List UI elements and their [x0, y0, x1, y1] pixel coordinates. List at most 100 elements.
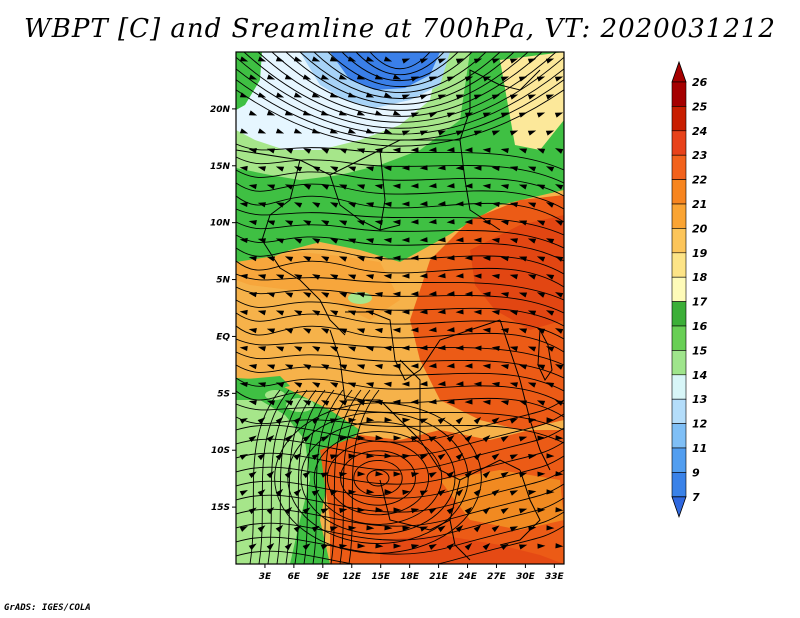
flow-arrow: [401, 381, 410, 387]
flow-arrow: [500, 112, 510, 118]
flow-arrow: [527, 238, 537, 244]
flow-arrow: [491, 94, 501, 100]
flow-arrow: [419, 273, 428, 279]
flow-arrow: [428, 76, 438, 82]
flow-arrow: [437, 237, 446, 243]
flow-arrow: [437, 525, 446, 533]
flow-arrow: [239, 92, 249, 98]
flow-arrow: [293, 128, 303, 134]
flow-arrow: [311, 274, 321, 280]
flow-arrow: [320, 328, 330, 334]
flow-arrow: [383, 56, 393, 62]
flow-arrow: [428, 147, 437, 153]
flow-arrow: [500, 184, 509, 190]
flow-arrow: [375, 435, 384, 441]
flow-arrow: [455, 201, 464, 207]
flow-arrow: [527, 310, 537, 316]
flow-arrow: [293, 238, 303, 244]
streamline: [243, 52, 557, 123]
streamline: [236, 312, 564, 340]
flow-arrow: [338, 110, 348, 116]
flow-arrow: [419, 418, 429, 424]
flow-arrow: [392, 74, 402, 80]
colorbar-bottom-arrow: [671, 496, 687, 519]
flow-arrow: [347, 274, 357, 280]
flow-arrow: [419, 237, 428, 243]
flow-arrow: [311, 382, 321, 388]
flow-arrow: [437, 273, 446, 279]
flow-arrow: [491, 453, 500, 461]
flow-arrow: [257, 56, 267, 62]
lat-tick-label: 20N: [210, 105, 231, 115]
flow-arrow: [275, 238, 285, 244]
flow-arrow: [536, 184, 546, 190]
flow-arrow: [509, 94, 519, 100]
flow-arrow: [339, 543, 348, 550]
flow-arrow: [311, 128, 321, 134]
flow-arrow: [509, 58, 519, 64]
flow-arrow: [500, 543, 509, 551]
flow-arrow: [365, 202, 374, 208]
flow-arrow: [329, 56, 339, 62]
flow-arrow: [536, 364, 546, 370]
lat-tick-label: 5S: [217, 389, 230, 399]
flow-arrow: [437, 309, 446, 315]
flow-arrow: [266, 328, 276, 334]
flow-arrow: [374, 363, 383, 370]
flow-arrow: [509, 202, 518, 208]
flow-arrow: [239, 381, 248, 388]
flow-arrow: [338, 184, 348, 190]
flow-arrow: [500, 256, 509, 262]
flow-arrow: [239, 201, 248, 208]
flow-arrow: [257, 128, 267, 134]
flow-arrow: [348, 489, 357, 495]
flow-arrow: [248, 400, 257, 406]
streamline: [330, 389, 362, 564]
flow-arrow: [518, 76, 528, 82]
flow-arrow: [545, 238, 555, 244]
flow-arrow: [374, 291, 383, 298]
flow-arrow: [518, 184, 528, 190]
colorbar-segment: [671, 447, 687, 473]
flow-arrow: [410, 291, 419, 297]
flow-arrow: [446, 291, 455, 297]
flow-arrow: [482, 471, 491, 479]
flow-arrow: [446, 399, 455, 405]
streamline: [313, 52, 487, 93]
flow-arrow: [311, 417, 320, 425]
flow-arrow: [338, 220, 348, 226]
flow-arrow: [329, 382, 339, 388]
flow-arrow: [518, 436, 528, 442]
flow-arrow: [455, 94, 465, 100]
flow-arrow: [320, 472, 330, 478]
flow-arrow: [347, 92, 357, 98]
flow-arrow: [357, 435, 366, 441]
flow-arrow: [527, 382, 537, 388]
flow-arrow: [473, 237, 482, 243]
flow-arrow: [545, 382, 555, 388]
flow-arrow: [284, 292, 294, 298]
flow-arrow: [482, 399, 491, 405]
flow-arrow: [437, 381, 446, 387]
flow-arrow: [257, 274, 266, 280]
flow-arrow: [554, 328, 564, 334]
flow-arrow: [320, 220, 330, 226]
flow-arrow: [266, 184, 276, 190]
streamline: [294, 389, 326, 564]
flow-arrow: [545, 94, 555, 100]
flow-arrow: [401, 201, 410, 207]
colorbar: 26 25 24 23 22 21 20 19 18 17 16 15 14 13 12 11 9 7: [671, 60, 708, 519]
flow-arrow: [500, 507, 509, 515]
flow-arrow: [329, 490, 339, 496]
flow-arrow: [320, 148, 330, 154]
flow-arrow: [239, 309, 248, 316]
flow-arrow: [275, 382, 285, 388]
flow-arrow: [473, 94, 483, 100]
flow-arrow: [356, 292, 366, 298]
flow-arrow: [302, 435, 311, 443]
streamline: [257, 52, 543, 117]
flow-arrow: [482, 147, 491, 153]
flow-arrow: [500, 435, 509, 443]
flow-arrow: [320, 256, 330, 262]
flow-arrow: [411, 508, 420, 514]
